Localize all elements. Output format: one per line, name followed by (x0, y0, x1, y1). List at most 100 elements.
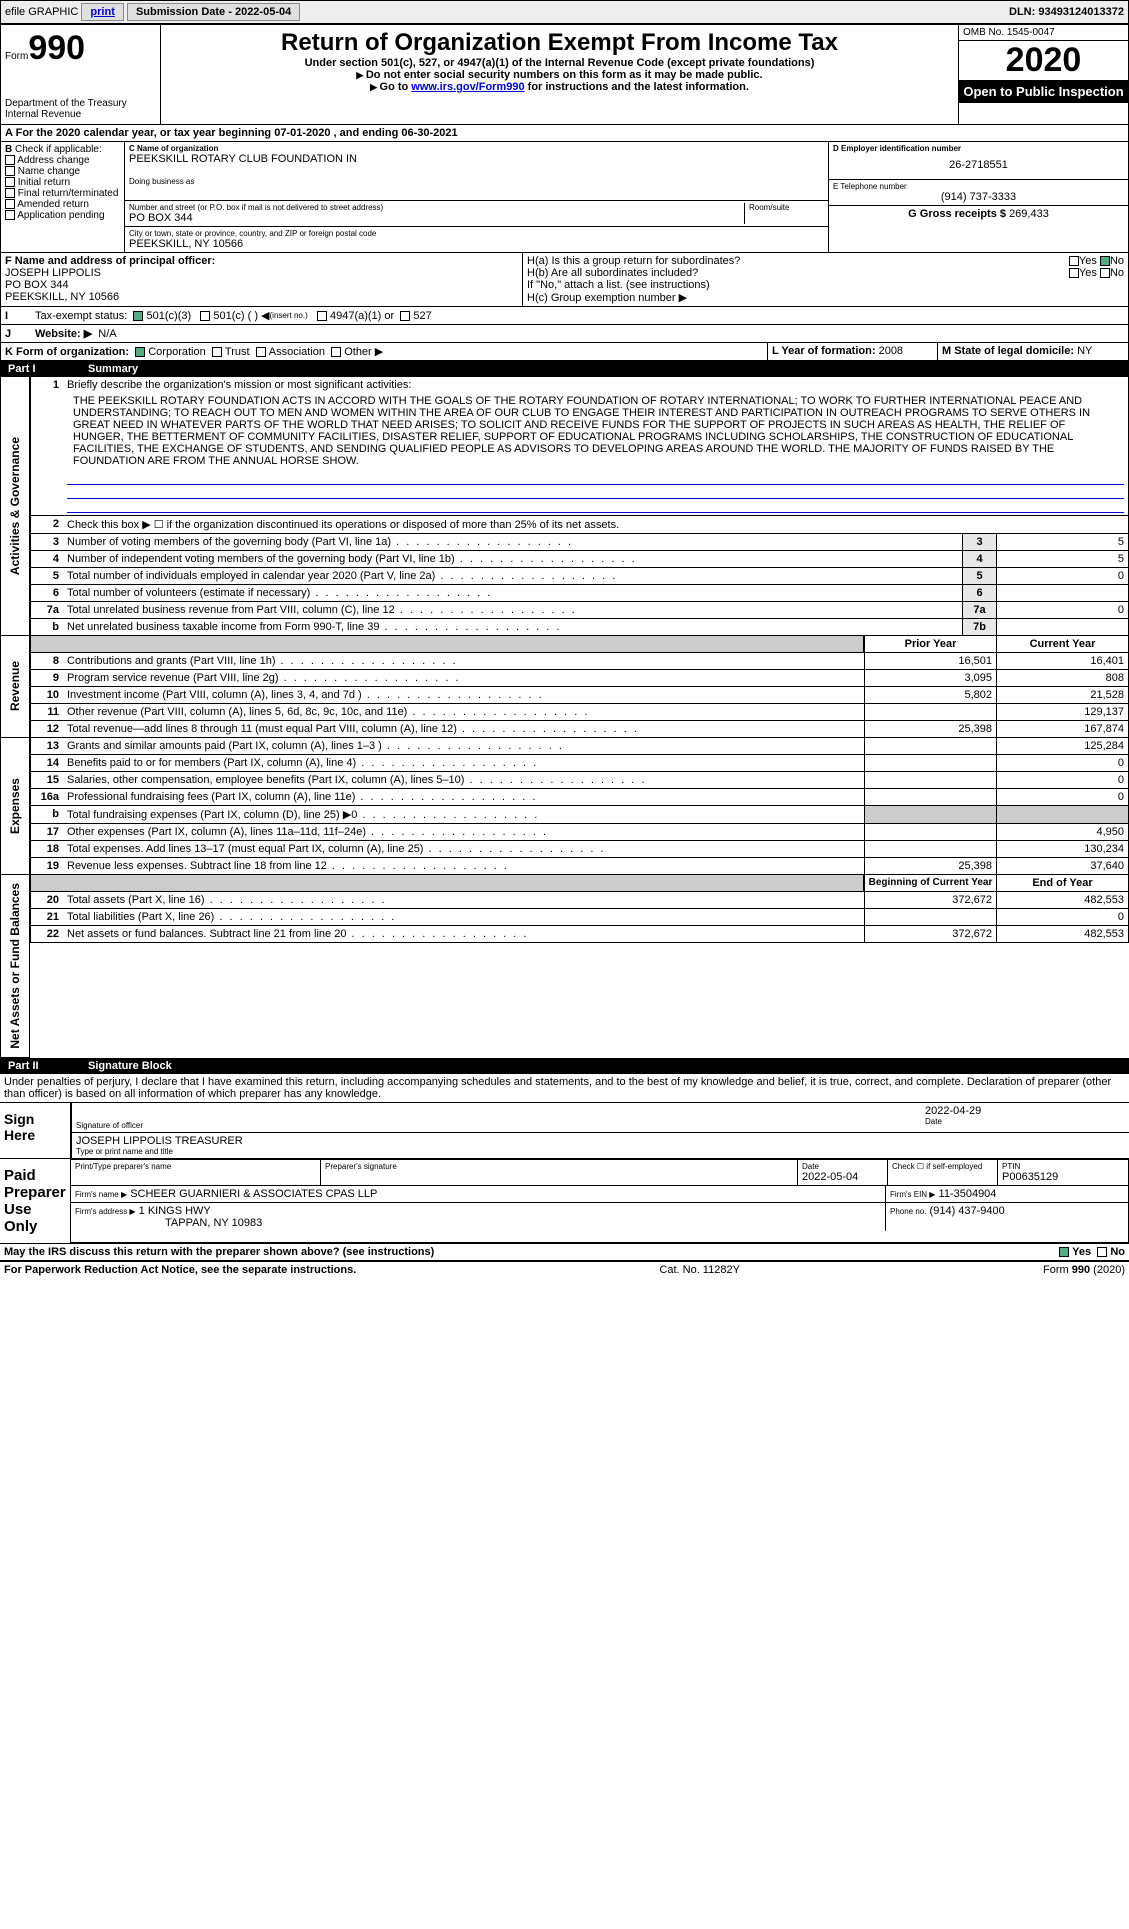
chk-name[interactable] (5, 166, 15, 176)
submission-date-button[interactable]: Submission Date - 2022-05-04 (127, 3, 300, 21)
chk-501c3[interactable] (133, 311, 143, 321)
part2-title: Signature Block (88, 1060, 172, 1072)
f-name: JOSEPH LIPPOLIS (5, 267, 518, 279)
blank-line (67, 471, 1124, 485)
opt-address: Address change (17, 155, 89, 166)
chk-address[interactable] (5, 155, 15, 165)
prep-se-label: Check ☐ if self-employed (892, 1162, 993, 1171)
c-name-label: C Name of organization (129, 144, 824, 153)
form990-link[interactable]: www.irs.gov/Form990 (411, 81, 524, 93)
firm-phone-label: Phone no. (890, 1207, 926, 1216)
sig-date-label: Date (925, 1117, 1125, 1126)
prep-sig-label: Preparer's signature (325, 1162, 793, 1171)
chk-4947[interactable] (317, 311, 327, 321)
c-address: PO BOX 344 (129, 212, 744, 224)
part1-expenses: Expenses 13 Grants and similar amounts p… (0, 738, 1129, 875)
l2-text: Check this box ▶ ☐ if the organization d… (63, 516, 1128, 533)
ha-yes[interactable] (1069, 256, 1079, 266)
hb-note: If "No," attach a list. (see instruction… (527, 279, 1124, 291)
i-label: Tax-exempt status: (35, 310, 127, 322)
c-city: PEEKSKILL, NY 10566 (129, 238, 824, 250)
ssn-note: Do not enter social security numbers on … (165, 69, 954, 81)
opt-initial: Initial return (18, 177, 70, 188)
m-state: NY (1077, 345, 1092, 357)
part1-num: Part I (8, 363, 88, 375)
print-button[interactable]: print (81, 3, 123, 21)
j-label: Website: ▶ (35, 327, 92, 340)
discuss-no[interactable] (1097, 1247, 1107, 1257)
chk-final[interactable] (5, 188, 15, 198)
sig-name: JOSEPH LIPPOLIS TREASURER (76, 1135, 243, 1147)
l-year: 2008 (879, 345, 903, 357)
table-row: 22 Net assets or fund balances. Subtract… (30, 926, 1129, 943)
table-row: 9 Program service revenue (Part VIII, li… (30, 670, 1129, 687)
chk-corp[interactable] (135, 347, 145, 357)
irs-label: Internal Revenue (5, 109, 156, 120)
blank-line (67, 499, 1124, 513)
section-j: J Website: ▶ N/A (0, 325, 1129, 343)
table-row: 18 Total expenses. Add lines 13–17 (must… (30, 841, 1129, 858)
chk-501c[interactable] (200, 311, 210, 321)
ha-label: H(a) Is this a group return for subordin… (527, 255, 740, 267)
chk-initial[interactable] (5, 177, 15, 187)
part1-activities: Activities & Governance 1 Briefly descri… (0, 377, 1129, 636)
opt-amended: Amended return (17, 199, 89, 210)
col-prior: Prior Year (864, 636, 996, 652)
chk-amended[interactable] (5, 199, 15, 209)
table-row: 7a Total unrelated business revenue from… (30, 602, 1129, 619)
firm-name: SCHEER GUARNIERI & ASSOCIATES CPAS LLP (130, 1188, 377, 1200)
discuss-yes[interactable] (1059, 1247, 1069, 1257)
form-title: Return of Organization Exempt From Incom… (165, 29, 954, 57)
l1-label: Briefly describe the organization's miss… (67, 379, 1124, 391)
table-row: 3 Number of voting members of the govern… (30, 534, 1129, 551)
top-bar: efile GRAPHIC print Submission Date - 20… (0, 0, 1129, 24)
chk-527[interactable] (400, 311, 410, 321)
table-row: 12 Total revenue—add lines 8 through 11 … (30, 721, 1129, 738)
hb-yes[interactable] (1069, 268, 1079, 278)
opt-name: Name change (18, 166, 80, 177)
section-bcde: B Check if applicable: Address change Na… (0, 142, 1129, 253)
hb-label: H(b) Are all subordinates included? (527, 267, 698, 279)
dept-label: Department of the Treasury (5, 98, 156, 109)
chk-assoc[interactable] (256, 347, 266, 357)
cat-no: Cat. No. 11282Y (659, 1264, 740, 1276)
goto-post: for instructions and the latest informat… (525, 81, 749, 93)
inspection-box: Open to Public Inspection (959, 80, 1128, 103)
prep-date: 2022-05-04 (802, 1171, 883, 1183)
firm-name-label: Firm's name ▶ (75, 1190, 127, 1199)
ha-no[interactable] (1100, 256, 1110, 266)
m-label: M State of legal domicile: (942, 345, 1074, 357)
period-text: For the 2020 calendar year, or tax year … (16, 127, 458, 139)
hb-no[interactable] (1100, 268, 1110, 278)
c-room-label: Room/suite (749, 203, 824, 212)
pra-notice: For Paperwork Reduction Act Notice, see … (4, 1264, 356, 1276)
j-letter: J (5, 328, 35, 340)
chk-pending[interactable] (5, 210, 15, 220)
mission-text: THE PEEKSKILL ROTARY FOUNDATION ACTS IN … (67, 391, 1124, 471)
col-end: End of Year (996, 875, 1128, 891)
chk-other[interactable] (331, 347, 341, 357)
table-row: b Total fundraising expenses (Part IX, c… (30, 806, 1129, 824)
vert-expenses: Expenses (6, 770, 24, 842)
d-ein-label: D Employer identification number (833, 144, 1124, 153)
table-row: 15 Salaries, other compensation, employe… (30, 772, 1129, 789)
vert-revenue: Revenue (6, 653, 24, 719)
paid-preparer-row: Paid Preparer Use Only Print/Type prepar… (0, 1159, 1129, 1243)
section-a-period: A For the 2020 calendar year, or tax yea… (0, 125, 1129, 142)
prep-date-label: Date (802, 1162, 883, 1171)
firm-addr-label: Firm's address ▶ (75, 1207, 136, 1216)
section-i: I Tax-exempt status: 501(c)(3) 501(c) ( … (0, 307, 1129, 325)
table-row: b Net unrelated business taxable income … (30, 619, 1129, 636)
form-number: 990 (28, 29, 85, 68)
part1-netassets: Net Assets or Fund Balances Beginning of… (0, 875, 1129, 1058)
chk-trust[interactable] (212, 347, 222, 357)
opt-pending: Application pending (17, 210, 104, 221)
k-label: K Form of organization: (5, 346, 129, 358)
firm-ein-label: Firm's EIN ▶ (890, 1190, 935, 1199)
table-row: 4 Number of independent voting members o… (30, 551, 1129, 568)
table-row: 10 Investment income (Part VIII, column … (30, 687, 1129, 704)
perjury-text: Under penalties of perjury, I declare th… (0, 1074, 1129, 1103)
form-subtitle: Under section 501(c), 527, or 4947(a)(1)… (165, 57, 954, 69)
col-current: Current Year (996, 636, 1128, 652)
table-row: 5 Total number of individuals employed i… (30, 568, 1129, 585)
